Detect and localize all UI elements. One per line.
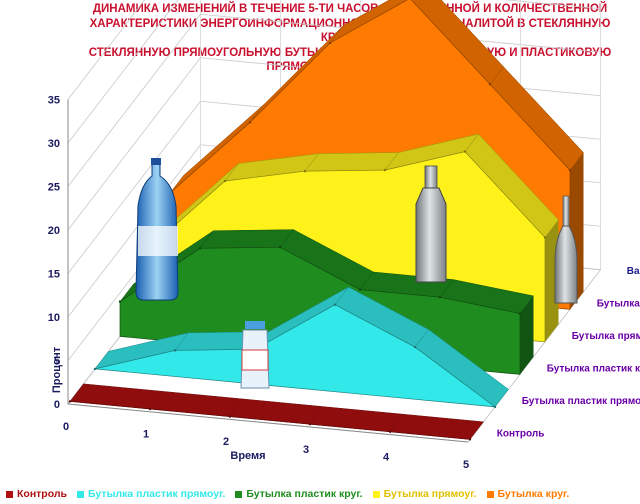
data-point xyxy=(173,349,177,352)
glass-bottle-round-image xyxy=(554,195,578,304)
series-axis-label: Контроль xyxy=(497,429,545,440)
y-axis-title: Процент xyxy=(51,346,63,393)
data-point xyxy=(463,150,467,153)
x-tick-label: 2 xyxy=(223,436,229,448)
data-point xyxy=(198,247,202,250)
axis-layer: 05101520253035012345ПроцентВремяВарианты xyxy=(48,95,640,472)
data-point xyxy=(223,179,227,183)
series-area: Бутылка пластик прямоуг. xyxy=(93,286,640,409)
y-tick-label: 25 xyxy=(48,182,60,194)
legend-item: Бутылка прямоуг. xyxy=(372,488,477,500)
data-point xyxy=(438,296,442,299)
legend-item: Бутылка пластик прямоуг. xyxy=(77,488,225,500)
legend-item: Бутылка пластик круг. xyxy=(235,488,363,500)
legend-swatch xyxy=(6,490,13,498)
data-point xyxy=(543,236,547,239)
series-top-segment xyxy=(199,229,295,249)
y-tick-label: 30 xyxy=(48,138,60,150)
y-tick-label: 20 xyxy=(48,225,60,237)
legend-label: Бутылка круг. xyxy=(497,488,570,500)
legend-swatch xyxy=(235,490,243,498)
x-tick-label: 1 xyxy=(143,429,149,441)
legend-label: Бутылка прямоуг. xyxy=(383,488,477,500)
data-point xyxy=(518,312,522,315)
series-layer: Бутылка круг. Бутылка прямоуг. Бутылка пла… xyxy=(68,0,640,441)
data-point xyxy=(468,438,472,441)
x-tick-label: 3 xyxy=(303,444,309,456)
x-tick-label: 0 xyxy=(63,421,69,433)
y-tick-label: 0 xyxy=(54,399,60,411)
legend-label: Бутылка пластик прямоуг. xyxy=(88,488,226,500)
series-area: Контроль xyxy=(68,383,545,441)
plastic-bottle-rect-image xyxy=(240,321,270,389)
x-tick-label: 5 xyxy=(463,459,469,471)
x-axis-title: Время xyxy=(230,450,265,462)
legend-item: Контроль xyxy=(6,488,67,500)
y-tick-label: 10 xyxy=(48,312,60,324)
glass-bottle-rect-image xyxy=(415,165,447,283)
legend-label: Контроль xyxy=(17,488,67,500)
data-point xyxy=(308,423,312,426)
legend-label: Бутылка пластик круг. xyxy=(246,488,363,500)
gridline xyxy=(67,0,146,100)
data-point xyxy=(568,169,572,172)
y-tick-label: 5 xyxy=(54,356,60,368)
data-point xyxy=(118,300,122,303)
data-point xyxy=(278,246,282,249)
series-axis-label: Бутылка пластик круг. xyxy=(547,364,640,375)
x-tick-label: 4 xyxy=(383,451,390,463)
legend-swatch xyxy=(77,490,84,498)
series-end-cap xyxy=(520,295,534,375)
data-point xyxy=(493,405,497,409)
data-point xyxy=(358,288,362,291)
data-point xyxy=(93,367,97,371)
data-point xyxy=(383,168,387,172)
data-point xyxy=(248,121,252,124)
y-tick-label: 35 xyxy=(48,95,60,107)
y-tick-label: 15 xyxy=(48,269,60,281)
legend-item: Бутылка круг. xyxy=(486,488,570,500)
series-top-segment xyxy=(304,152,400,172)
data-point xyxy=(328,41,332,45)
data-point xyxy=(303,170,307,173)
data-point xyxy=(228,415,232,418)
gridline xyxy=(67,0,601,144)
title-line: ДИНАМИКА ИЗМЕНЕНИЙ В ТЕЧЕНИЕ 5-ТИ ЧАСОВ,… xyxy=(92,3,608,15)
data-point xyxy=(68,400,72,403)
data-point xyxy=(388,430,392,433)
legend-swatch xyxy=(486,490,494,498)
chart-legend: Контроль Бутылка пластик прямоуг. Бутылка … xyxy=(6,486,636,502)
series-axis-label: Бутылка пластик прямоуг. xyxy=(522,396,640,407)
series-axis-label: Бутылка прямоуг. xyxy=(572,331,640,342)
depth-axis-title: Варианты xyxy=(627,266,640,277)
data-point xyxy=(148,407,152,411)
series-axis-label: Бутылка круг. xyxy=(597,299,640,310)
data-point xyxy=(413,345,417,349)
data-point xyxy=(488,83,492,86)
x-axis-line xyxy=(67,403,469,443)
legend-swatch xyxy=(372,490,380,498)
data-point xyxy=(333,303,337,306)
plastic-bottle-round-image xyxy=(135,158,179,301)
